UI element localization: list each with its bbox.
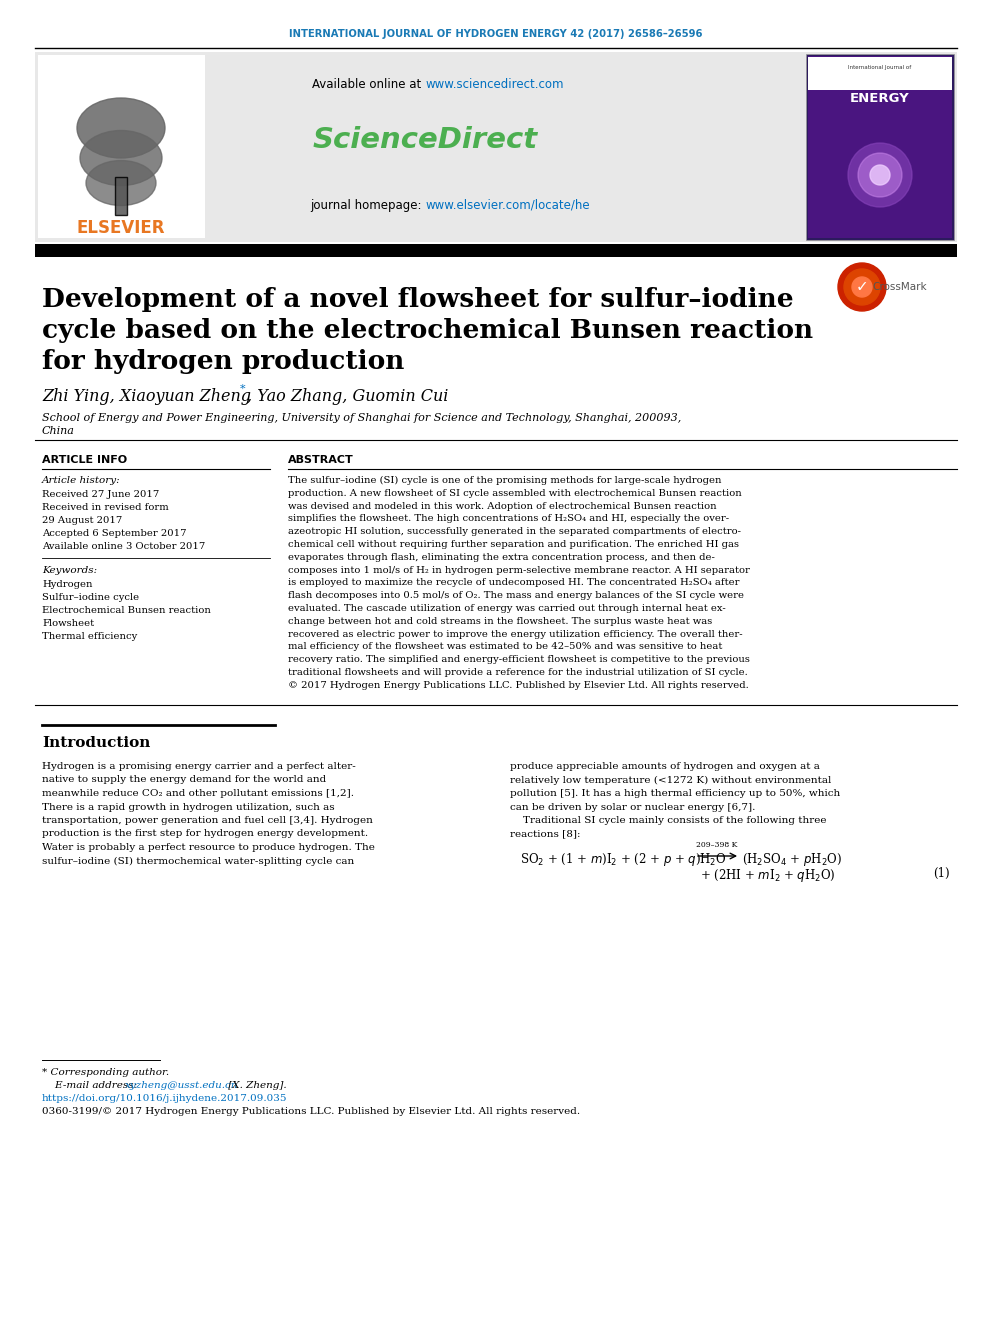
Text: was devised and modeled in this work. Adoption of electrochemical Bunsen reactio: was devised and modeled in this work. Ad… xyxy=(288,501,716,511)
Text: Available online at: Available online at xyxy=(312,78,425,91)
FancyBboxPatch shape xyxy=(38,56,205,238)
Text: is employed to maximize the recycle of undecomposed HI. The concentrated H₂SO₄ a: is employed to maximize the recycle of u… xyxy=(288,578,739,587)
Text: Thermal efficiency: Thermal efficiency xyxy=(42,632,137,642)
Text: Received in revised form: Received in revised form xyxy=(42,503,169,512)
Text: The sulfur–iodine (SI) cycle is one of the promising methods for large-scale hyd: The sulfur–iodine (SI) cycle is one of t… xyxy=(288,476,721,486)
Text: HYDROGEN: HYDROGEN xyxy=(838,74,923,86)
Text: CrossMark: CrossMark xyxy=(873,282,928,292)
Text: chemical cell without requiring further separation and purification. The enriche: chemical cell without requiring further … xyxy=(288,540,739,549)
Text: Development of a novel flowsheet for sulfur–iodine: Development of a novel flowsheet for sul… xyxy=(42,287,794,312)
FancyBboxPatch shape xyxy=(35,243,957,257)
Circle shape xyxy=(838,263,886,311)
Text: evaporates through flash, eliminating the extra concentration process, and then : evaporates through flash, eliminating th… xyxy=(288,553,715,562)
Text: can be driven by solar or nuclear energy [6,7].: can be driven by solar or nuclear energy… xyxy=(510,803,755,811)
Text: Traditional SI cycle mainly consists of the following three: Traditional SI cycle mainly consists of … xyxy=(510,816,826,826)
Text: * Corresponding author.: * Corresponding author. xyxy=(42,1068,169,1077)
Text: www.sciencedirect.com: www.sciencedirect.com xyxy=(425,78,563,91)
Text: E-mail address:: E-mail address: xyxy=(42,1081,141,1090)
Ellipse shape xyxy=(77,98,165,157)
Text: pollution [5]. It has a high thermal efficiency up to 50%, which: pollution [5]. It has a high thermal eff… xyxy=(510,789,840,798)
FancyBboxPatch shape xyxy=(808,57,952,90)
Text: https://doi.org/10.1016/j.ijhydene.2017.09.035: https://doi.org/10.1016/j.ijhydene.2017.… xyxy=(42,1094,288,1103)
Text: ✓: ✓ xyxy=(856,279,868,295)
Text: *: * xyxy=(240,384,246,394)
Text: (1): (1) xyxy=(933,867,950,880)
Text: (H$_2$SO$_4$ + $p$H$_2$O): (H$_2$SO$_4$ + $p$H$_2$O) xyxy=(742,851,842,868)
Text: Article history:: Article history: xyxy=(42,476,121,486)
Text: sulfur–iodine (SI) thermochemical water-splitting cycle can: sulfur–iodine (SI) thermochemical water-… xyxy=(42,856,354,865)
Text: Received 27 June 2017: Received 27 June 2017 xyxy=(42,490,160,499)
Text: evaluated. The cascade utilization of energy was carried out through internal he: evaluated. The cascade utilization of en… xyxy=(288,605,726,613)
Text: Hydrogen is a promising energy carrier and a perfect alter-: Hydrogen is a promising energy carrier a… xyxy=(42,762,356,771)
Text: Keywords:: Keywords: xyxy=(42,566,97,576)
Text: recovery ratio. The simplified and energy-efficient flowsheet is competitive to : recovery ratio. The simplified and energ… xyxy=(288,655,750,664)
Text: produce appreciable amounts of hydrogen and oxygen at a: produce appreciable amounts of hydrogen … xyxy=(510,762,819,771)
Text: reactions [8]:: reactions [8]: xyxy=(510,830,580,839)
Text: traditional flowsheets and will provide a reference for the industrial utilizati: traditional flowsheets and will provide … xyxy=(288,668,748,677)
Text: production is the first step for hydrogen energy development.: production is the first step for hydroge… xyxy=(42,830,368,839)
Text: ELSEVIER: ELSEVIER xyxy=(76,220,166,237)
Text: azeotropic HI solution, successfully generated in the separated compartments of : azeotropic HI solution, successfully gen… xyxy=(288,527,741,536)
Ellipse shape xyxy=(80,131,162,185)
Circle shape xyxy=(852,277,872,296)
Text: 209–398 K: 209–398 K xyxy=(696,841,738,849)
Text: China: China xyxy=(42,426,74,437)
Text: mal efficiency of the flowsheet was estimated to be 42–50% and was sensitive to : mal efficiency of the flowsheet was esti… xyxy=(288,643,722,651)
Ellipse shape xyxy=(86,160,156,205)
Text: Electrochemical Bunsen reaction: Electrochemical Bunsen reaction xyxy=(42,606,211,615)
Text: composes into 1 mol/s of H₂ in hydrogen perm-selective membrane reactor. A HI se: composes into 1 mol/s of H₂ in hydrogen … xyxy=(288,566,750,574)
Text: Accepted 6 September 2017: Accepted 6 September 2017 xyxy=(42,529,186,538)
Text: www.elsevier.com/locate/he: www.elsevier.com/locate/he xyxy=(425,198,589,212)
Text: Sulfur–iodine cycle: Sulfur–iodine cycle xyxy=(42,593,139,602)
Text: for hydrogen production: for hydrogen production xyxy=(42,349,405,374)
Text: Introduction: Introduction xyxy=(42,736,151,750)
Text: School of Energy and Power Engineering, University of Shanghai for Science and T: School of Energy and Power Engineering, … xyxy=(42,413,682,423)
FancyBboxPatch shape xyxy=(808,56,952,238)
Text: Available online 3 October 2017: Available online 3 October 2017 xyxy=(42,542,205,550)
Text: recovered as electric power to improve the energy utilization efficiency. The ov: recovered as electric power to improve t… xyxy=(288,630,743,639)
Text: meanwhile reduce CO₂ and other pollutant emissions [1,2].: meanwhile reduce CO₂ and other pollutant… xyxy=(42,789,354,798)
Text: production. A new flowsheet of SI cycle assembled with electrochemical Bunsen re: production. A new flowsheet of SI cycle … xyxy=(288,488,742,497)
FancyBboxPatch shape xyxy=(806,54,954,239)
Text: Zhi Ying, Xiaoyuan Zheng: Zhi Ying, Xiaoyuan Zheng xyxy=(42,388,251,405)
Text: [X. Zheng].: [X. Zheng]. xyxy=(225,1081,287,1090)
Text: There is a rapid growth in hydrogen utilization, such as: There is a rapid growth in hydrogen util… xyxy=(42,803,334,811)
FancyBboxPatch shape xyxy=(35,52,957,242)
Circle shape xyxy=(858,153,902,197)
Text: transportation, power generation and fuel cell [3,4]. Hydrogen: transportation, power generation and fue… xyxy=(42,816,373,826)
Text: cycle based on the electrochemical Bunsen reaction: cycle based on the electrochemical Bunse… xyxy=(42,318,813,343)
Text: International Journal of: International Journal of xyxy=(848,66,912,70)
Text: ABSTRACT: ABSTRACT xyxy=(288,455,354,464)
Text: Water is probably a perfect resource to produce hydrogen. The: Water is probably a perfect resource to … xyxy=(42,843,375,852)
Text: SO$_2$ + (1 + $m$)I$_2$ + (2 + $p$ + $q$)H$_2$O: SO$_2$ + (1 + $m$)I$_2$ + (2 + $p$ + $q$… xyxy=(520,851,726,868)
Text: ScienceDirect: ScienceDirect xyxy=(312,126,538,153)
Text: INTERNATIONAL JOURNAL OF HYDROGEN ENERGY 42 (2017) 26586–26596: INTERNATIONAL JOURNAL OF HYDROGEN ENERGY… xyxy=(290,29,702,38)
Text: ARTICLE INFO: ARTICLE INFO xyxy=(42,455,127,464)
Circle shape xyxy=(844,269,880,306)
Text: native to supply the energy demand for the world and: native to supply the energy demand for t… xyxy=(42,775,326,785)
Circle shape xyxy=(848,143,912,206)
Text: ENERGY: ENERGY xyxy=(850,91,910,105)
Text: Hydrogen: Hydrogen xyxy=(42,579,92,589)
Text: 29 August 2017: 29 August 2017 xyxy=(42,516,122,525)
Text: relatively low temperature (<1272 K) without environmental: relatively low temperature (<1272 K) wit… xyxy=(510,775,831,785)
FancyBboxPatch shape xyxy=(115,177,127,216)
Text: , Yao Zhang, Guomin Cui: , Yao Zhang, Guomin Cui xyxy=(247,388,448,405)
Text: flash decomposes into 0.5 mol/s of O₂. The mass and energy balances of the SI cy: flash decomposes into 0.5 mol/s of O₂. T… xyxy=(288,591,744,601)
Circle shape xyxy=(870,165,890,185)
Text: simplifies the flowsheet. The high concentrations of H₂SO₄ and HI, especially th: simplifies the flowsheet. The high conce… xyxy=(288,515,729,524)
Text: journal homepage:: journal homepage: xyxy=(310,198,425,212)
Text: change between hot and cold streams in the flowsheet. The surplus waste heat was: change between hot and cold streams in t… xyxy=(288,617,712,626)
Text: 0360-3199/© 2017 Hydrogen Energy Publications LLC. Published by Elsevier Ltd. Al: 0360-3199/© 2017 Hydrogen Energy Publica… xyxy=(42,1107,580,1117)
Text: xyzheng@usst.edu.cn: xyzheng@usst.edu.cn xyxy=(125,1081,238,1090)
Text: Flowsheet: Flowsheet xyxy=(42,619,94,628)
Text: © 2017 Hydrogen Energy Publications LLC. Published by Elsevier Ltd. All rights r: © 2017 Hydrogen Energy Publications LLC.… xyxy=(288,681,749,689)
Text: + (2HI + $m$I$_2$ + $q$H$_2$O): + (2HI + $m$I$_2$ + $q$H$_2$O) xyxy=(700,867,835,884)
